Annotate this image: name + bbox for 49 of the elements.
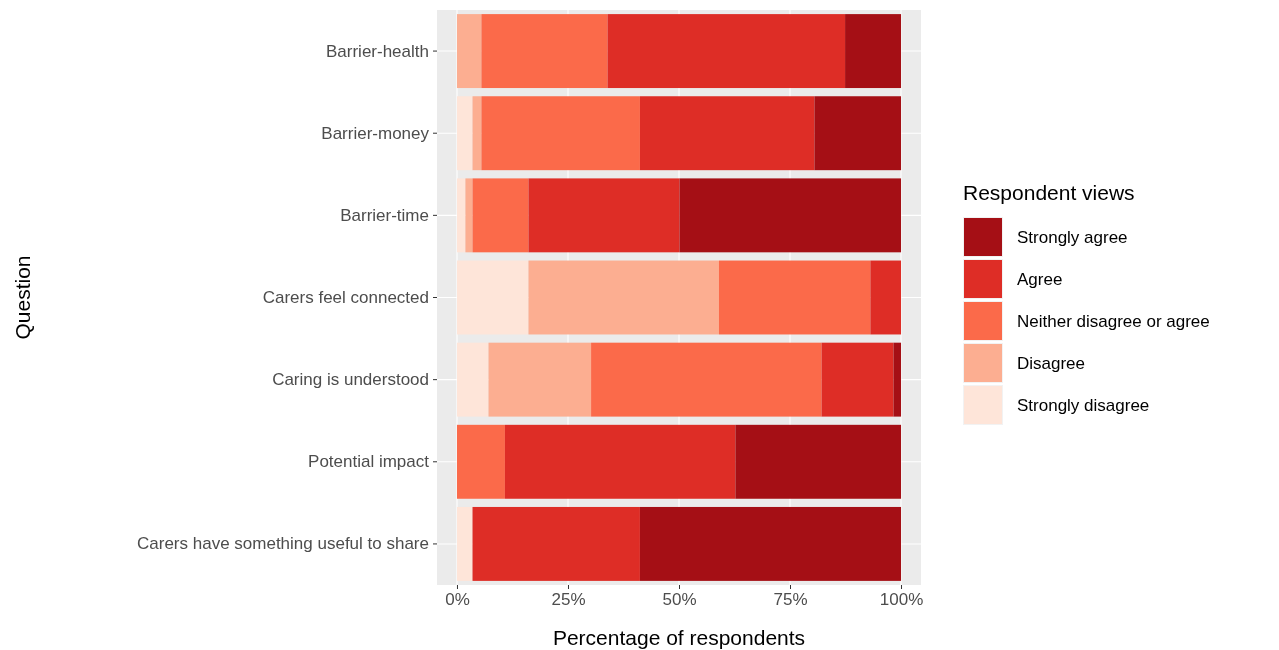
bar bbox=[821, 342, 894, 417]
x-tick-label: 100% bbox=[879, 590, 924, 610]
legend-title: Respondent views bbox=[963, 181, 1135, 204]
bar bbox=[456, 178, 466, 253]
y-tick-label: Barrier-time bbox=[340, 205, 429, 225]
bar bbox=[639, 96, 815, 171]
bar bbox=[607, 14, 846, 89]
x-tick-label: 0% bbox=[445, 590, 470, 610]
bar bbox=[456, 14, 482, 89]
legend-label: Agree bbox=[1017, 270, 1063, 289]
y-tick-label: Potential impact bbox=[308, 452, 430, 472]
bar bbox=[481, 14, 608, 89]
x-axis-title: Percentage of respondents bbox=[552, 626, 806, 649]
bar bbox=[456, 506, 473, 581]
bar bbox=[893, 342, 902, 417]
bar bbox=[870, 260, 902, 335]
x-tick-label: 25% bbox=[551, 590, 586, 610]
bar bbox=[465, 178, 473, 253]
x-tick-label: 75% bbox=[773, 590, 808, 610]
y-tick-label: Barrier-money bbox=[321, 123, 430, 143]
legend-label: Strongly disagree bbox=[1017, 396, 1150, 415]
bar bbox=[472, 506, 640, 581]
bar bbox=[456, 96, 473, 171]
legend-label: Strongly agree bbox=[1017, 228, 1128, 247]
bar bbox=[504, 424, 736, 499]
bar bbox=[456, 260, 529, 335]
y-axis-title: Question bbox=[11, 255, 34, 340]
y-tick-label: Barrier-health bbox=[326, 41, 429, 61]
bar bbox=[472, 96, 482, 171]
bar bbox=[814, 96, 902, 171]
bar bbox=[456, 424, 505, 499]
legend-label: Neither disagree or agree bbox=[1017, 312, 1210, 331]
bar bbox=[591, 342, 822, 417]
y-tick-label: Caring is understood bbox=[272, 370, 429, 390]
bar bbox=[718, 260, 871, 335]
bar bbox=[639, 506, 902, 581]
bar bbox=[528, 260, 719, 335]
bar bbox=[481, 96, 640, 171]
bar bbox=[456, 342, 489, 417]
y-tick-label: Carers feel connected bbox=[262, 287, 429, 307]
x-tick-label: 50% bbox=[662, 590, 697, 610]
y-tick-label: Carers have something useful to share bbox=[137, 534, 429, 554]
bar bbox=[528, 178, 680, 253]
bar bbox=[472, 178, 529, 253]
bar bbox=[488, 342, 592, 417]
bar bbox=[845, 14, 902, 89]
bar bbox=[735, 424, 902, 499]
legend-label: Disagree bbox=[1017, 354, 1086, 373]
bar bbox=[679, 178, 902, 253]
